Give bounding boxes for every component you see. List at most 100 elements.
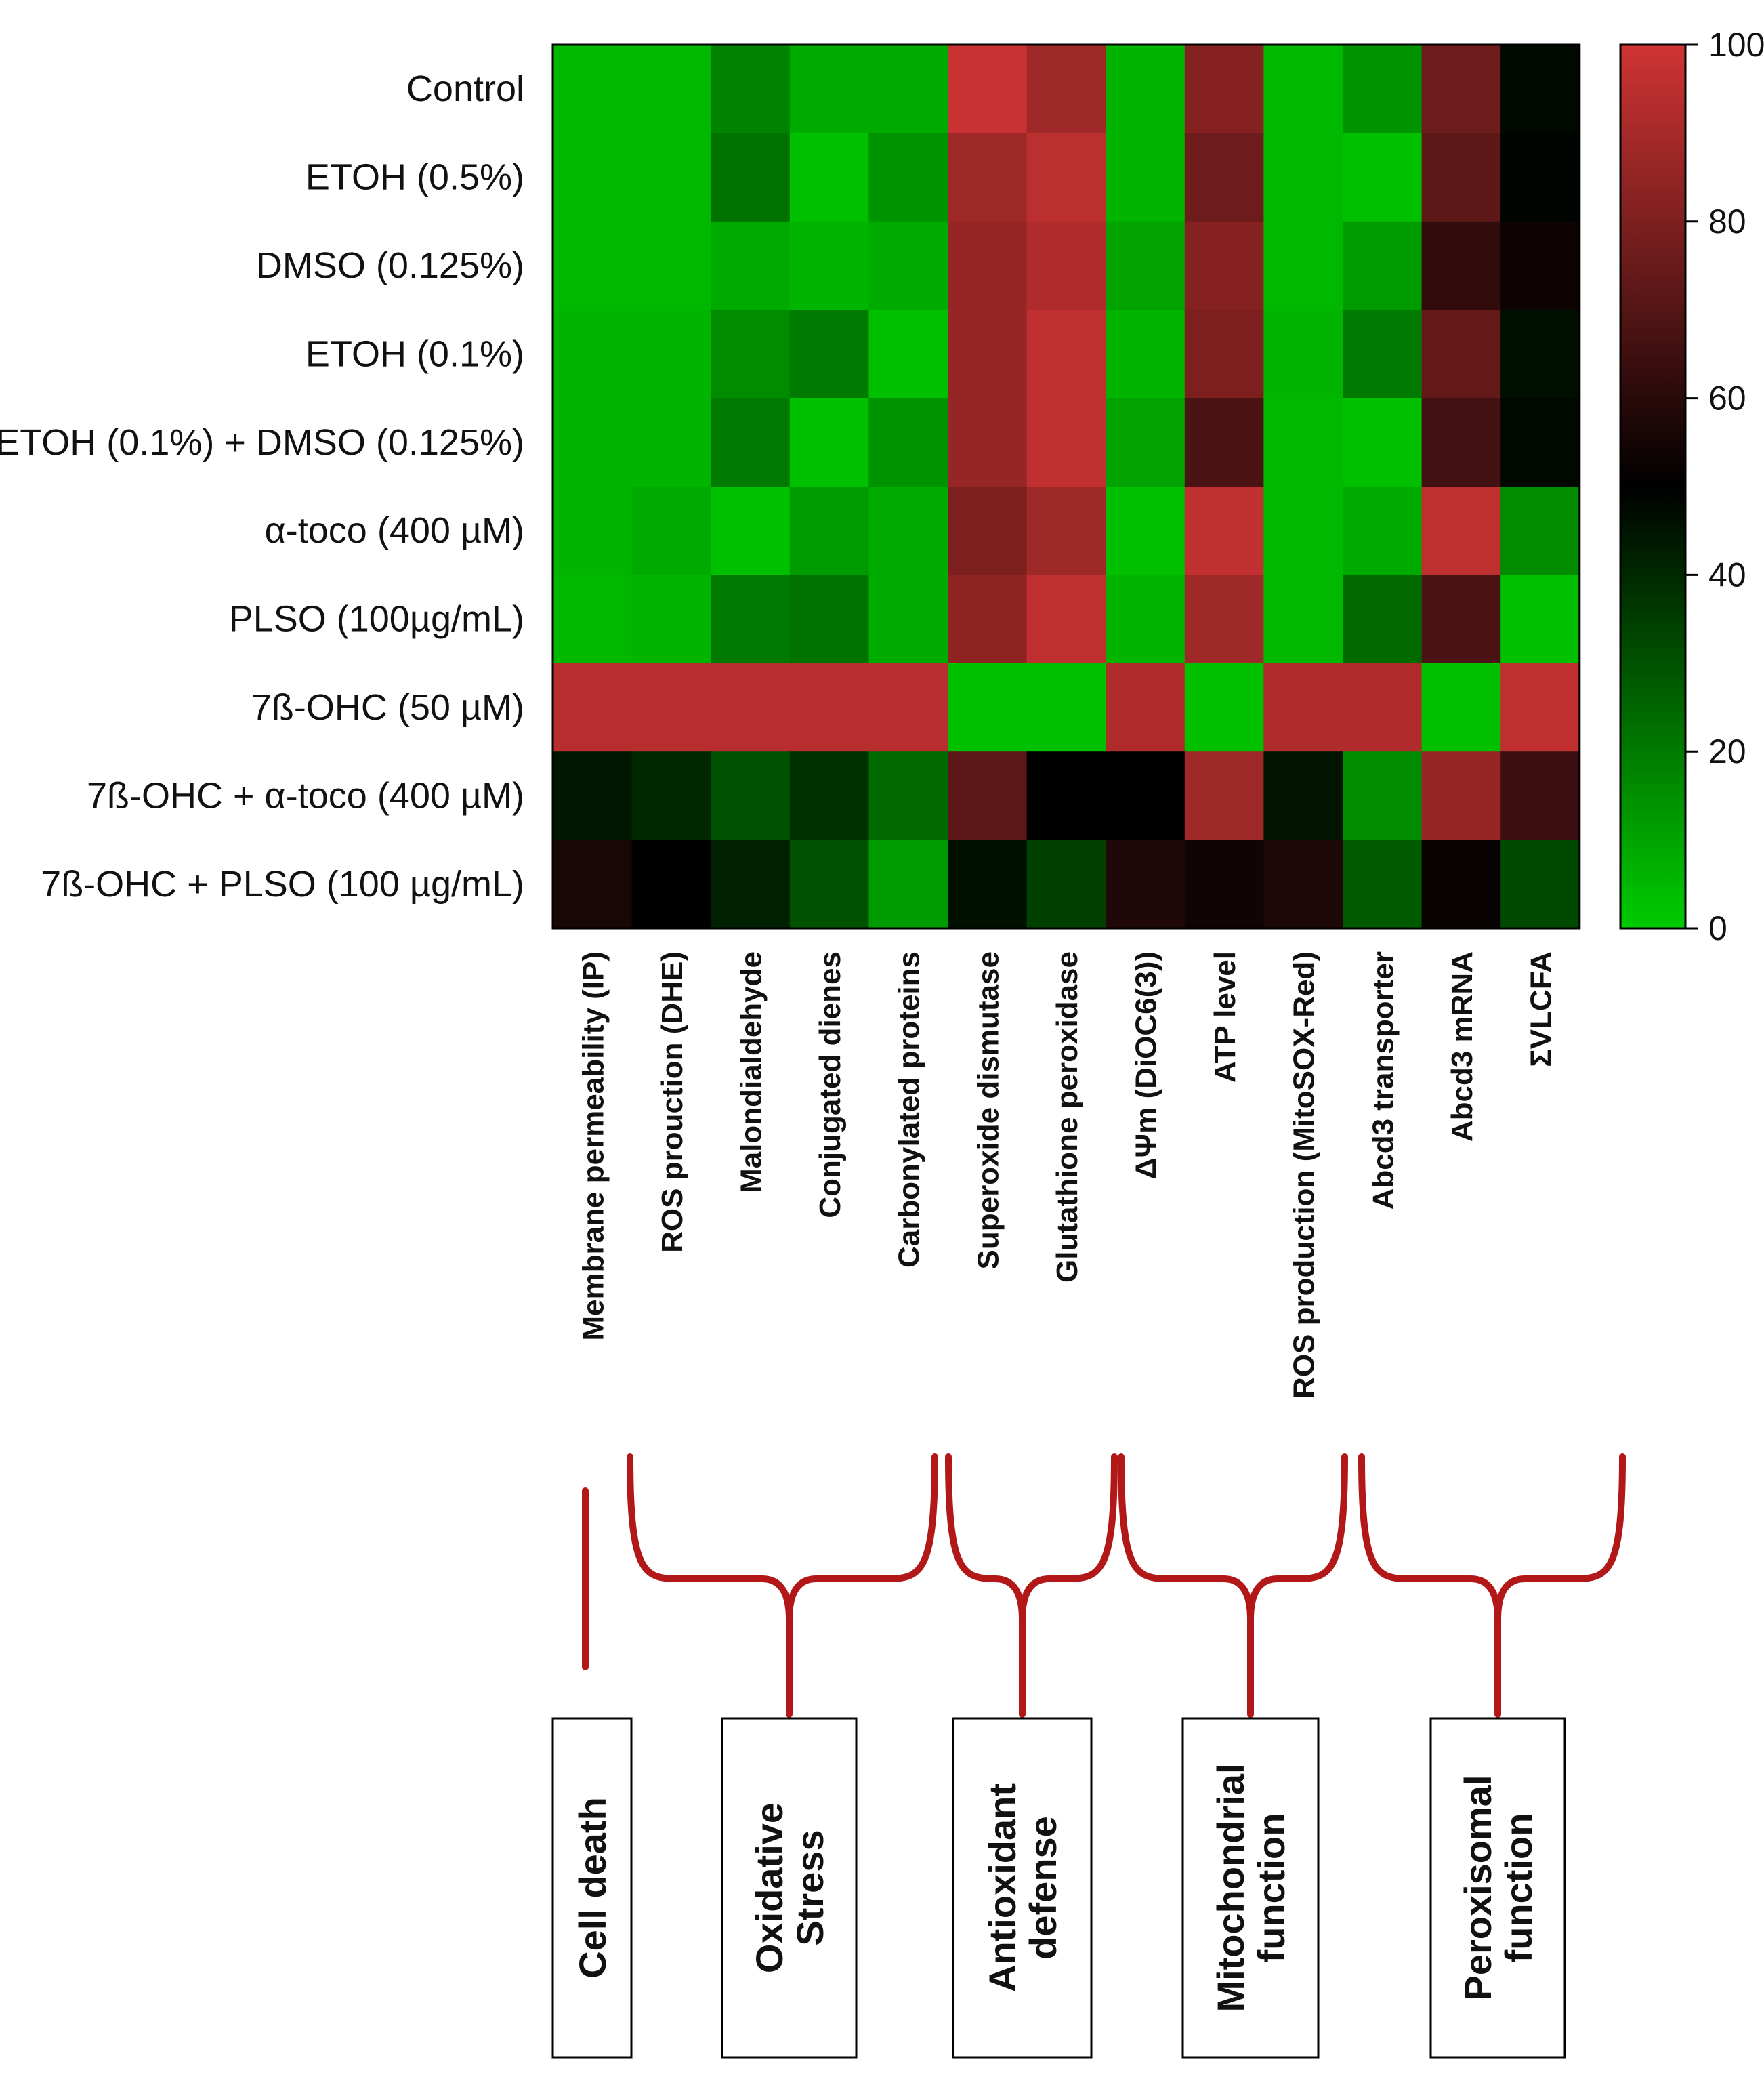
heatmap-cell <box>1263 840 1343 929</box>
heatmap-cell <box>1106 751 1185 841</box>
heatmap-cell <box>1106 487 1185 575</box>
heatmap-cell <box>553 133 633 222</box>
heatmap-cell <box>1184 45 1264 133</box>
group-label-line: function <box>1497 1813 1540 1963</box>
heatmap-cell <box>948 310 1028 399</box>
row-labels: Control ETOH (0.5%) DMSO (0.125%) ETOH (0.1… <box>0 68 524 905</box>
column-labels: Membrane permeability (IP) ROS prouction … <box>576 951 1557 1399</box>
heatmap-cell <box>1106 663 1185 752</box>
color-scale-tick-label: 0 <box>1708 909 1727 947</box>
heatmap-cell <box>1500 575 1580 664</box>
heatmap-cell <box>1500 398 1580 487</box>
group-label-box: Cell death <box>551 1717 633 2059</box>
heatmap-cell <box>1026 487 1106 575</box>
heatmap-cell <box>1026 45 1106 133</box>
heatmap-cell <box>1343 663 1423 752</box>
heatmap-cell <box>948 45 1028 133</box>
heatmap-cell <box>1343 398 1423 487</box>
heatmap-cell <box>711 221 791 310</box>
group-box-frame <box>952 1717 1093 2059</box>
heatmap-cell <box>1184 133 1264 222</box>
heatmap-cell <box>1106 398 1185 487</box>
heatmap-cell <box>868 310 948 399</box>
heatmap-cell <box>1500 310 1580 399</box>
heatmap-cell <box>1421 487 1501 575</box>
heatmap-cell <box>1421 133 1501 222</box>
heatmap-cell <box>1026 398 1106 487</box>
heatmap-cell <box>1421 663 1501 752</box>
heatmap-cell <box>948 840 1028 929</box>
heatmap-cell <box>868 575 948 664</box>
column-label: Malondialdehyde <box>735 951 768 1193</box>
heatmap-cell <box>868 663 948 752</box>
heatmap-cell <box>948 751 1028 841</box>
color-scale-tick-label: 40 <box>1708 556 1746 594</box>
heatmap-cell <box>553 310 633 399</box>
group-box-frame <box>1181 1717 1320 2059</box>
color-scale-tick-label: 20 <box>1708 732 1746 770</box>
row-label: ETOH (0.1%) <box>306 333 524 374</box>
heatmap-cell <box>868 133 948 222</box>
column-label: Abcd3 transporter <box>1366 951 1400 1210</box>
row-label: 7ß-OHC (50 µM) <box>251 687 524 728</box>
heatmap-cell <box>789 310 869 399</box>
heatmap-cell <box>631 221 711 310</box>
heatmap-cell <box>1026 133 1106 222</box>
heatmap-cell <box>1421 398 1501 487</box>
column-label: Membrane permeability (IP) <box>576 951 610 1341</box>
heatmap-cell <box>1263 45 1343 133</box>
heatmap-cell <box>868 45 948 133</box>
group-box-frame <box>1429 1717 1566 2059</box>
row-label: 7ß-OHC + α-toco (400 µM) <box>87 775 524 816</box>
column-label: Abcd3 mRNA <box>1446 951 1479 1142</box>
heatmap-cell <box>1500 751 1580 841</box>
column-label: ΣVLCFA <box>1525 951 1558 1067</box>
heatmap-cell <box>1184 221 1264 310</box>
row-label: DMSO (0.125%) <box>256 245 524 286</box>
heatmap-cell <box>1026 221 1106 310</box>
heatmap-cell <box>1106 840 1185 929</box>
heatmap-cell <box>1184 310 1264 399</box>
heatmap-cell <box>1263 663 1343 752</box>
heatmap-cell <box>1421 575 1501 664</box>
heatmap-cell <box>868 221 948 310</box>
color-scale-bar: 0 20 40 60 80 100 <box>1619 26 1764 947</box>
heatmap-cell <box>948 221 1028 310</box>
row-label: PLSO (100µg/mL) <box>229 599 524 640</box>
color-scale-gradient <box>1619 43 1687 930</box>
heatmap-cell <box>553 487 633 575</box>
group-bracket <box>627 1453 938 1718</box>
heatmap-cell <box>1343 840 1423 929</box>
heatmap-cell <box>1184 487 1264 575</box>
heatmap-cell <box>868 751 948 841</box>
heatmap-cell <box>1106 221 1185 310</box>
heatmap-cell <box>1184 840 1264 929</box>
heatmap-cell <box>1184 751 1264 841</box>
heatmap-cell <box>1421 310 1501 399</box>
heatmap-cell <box>948 575 1028 664</box>
heatmap-cell <box>1421 221 1501 310</box>
heatmap-cell <box>1263 398 1343 487</box>
group-box-frame <box>551 1717 633 2059</box>
heatmap-cell <box>789 45 869 133</box>
heatmap-cell <box>631 487 711 575</box>
group-label-box: OxidativeStress <box>721 1717 858 2059</box>
heatmap-cell <box>1026 310 1106 399</box>
heatmap-cell <box>553 840 633 929</box>
heatmap-cell <box>948 398 1028 487</box>
heatmap-cell <box>789 663 869 752</box>
heatmap-cell <box>948 133 1028 222</box>
group-label: Antioxidantdefense <box>981 1783 1064 1992</box>
heatmap-cell <box>868 487 948 575</box>
heatmap-cell <box>711 575 791 664</box>
group-label: Cell death <box>571 1797 614 1979</box>
heatmap-cell <box>868 840 948 929</box>
heatmap-cell <box>631 133 711 222</box>
group-box-frame <box>721 1717 858 2059</box>
column-label: ROS production (MitoSOX-Red) <box>1288 951 1321 1399</box>
heatmap-cell <box>789 751 869 841</box>
heatmap-cell <box>789 487 869 575</box>
heatmap-cell <box>1343 133 1423 222</box>
group-label-line: Antioxidant <box>981 1783 1024 1992</box>
heatmap-cell <box>1184 575 1264 664</box>
